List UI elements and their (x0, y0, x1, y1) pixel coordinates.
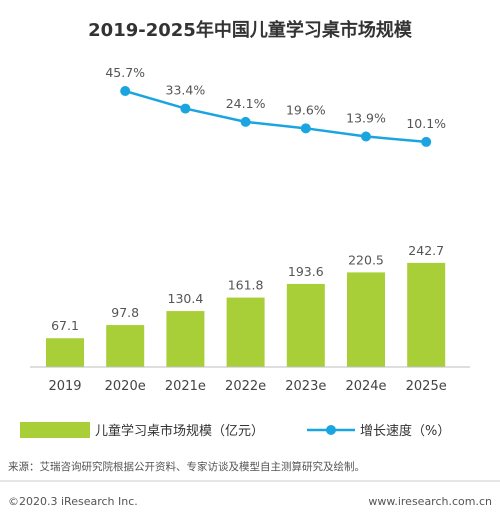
bar-value-label: 193.6 (288, 264, 324, 279)
legend-line-marker (326, 425, 336, 435)
bar (407, 262, 446, 367)
growth-point (180, 103, 191, 114)
x-tick-label: 2019 (48, 379, 81, 394)
x-tick-label: 2021e (165, 379, 206, 394)
bar-value-label: 220.5 (348, 252, 384, 267)
chart-title: 2019-2025年中国儿童学习桌市场规模 (88, 19, 413, 41)
growth-value-label: 13.9% (346, 110, 386, 125)
bar (106, 325, 145, 367)
growth-point (361, 131, 371, 142)
bar (226, 297, 265, 367)
growth-point (120, 86, 131, 96)
legend-bar-label: 儿童学习桌市场规模（亿元） (95, 423, 264, 439)
bar-value-label: 97.8 (111, 305, 139, 320)
growth-value-label: 33.4% (166, 83, 206, 98)
bar (286, 283, 325, 367)
x-axis-ticks: 2019 2020e 2021e 2022e 2023e 2024e 2025e (48, 379, 446, 394)
growth-line (124, 89, 427, 144)
bar-value-label: 161.8 (228, 278, 264, 293)
legend-bar-swatch (20, 422, 90, 438)
bar (347, 272, 385, 367)
bar (166, 311, 205, 367)
growth-value-label: 45.7% (105, 65, 145, 80)
bar (46, 338, 84, 367)
bar-value-label: 242.7 (408, 243, 444, 258)
x-tick-label: 2020e (105, 379, 146, 394)
growth-value-label: 19.6% (286, 102, 326, 117)
footer-copyright: ©2020.3 iResearch Inc. (8, 495, 138, 508)
legend: 儿童学习桌市场规模（亿元） 增长速度（%） (20, 422, 450, 439)
bar-value-label: 67.1 (51, 318, 79, 333)
x-tick-label: 2024e (345, 379, 386, 394)
legend-line-label: 增长速度（%） (360, 423, 450, 439)
x-tick-label: 2025e (406, 379, 447, 394)
footer-website: www.iresearch.com.cn (368, 495, 492, 508)
growth-value-label: 24.1% (226, 96, 266, 111)
growth-point (240, 116, 251, 127)
market-size-series: 67.1 97.8 130.4 161.8 193.6 220.5 242.7 (46, 243, 446, 367)
bar-value-label: 130.4 (168, 291, 204, 306)
x-tick-label: 2023e (285, 379, 326, 394)
growth-point (421, 136, 432, 147)
growth-rate-series: 45.7% 33.4% 24.1% 19.6% 13.9% 10.1% (105, 65, 446, 147)
x-tick-label: 2022e (225, 379, 266, 394)
growth-point (300, 123, 311, 134)
source-note: 来源：艾瑞咨询研究院根据公开资料、专家访谈及模型自主测算研究及绘制。 (8, 460, 365, 473)
growth-value-label: 10.1% (406, 116, 446, 131)
